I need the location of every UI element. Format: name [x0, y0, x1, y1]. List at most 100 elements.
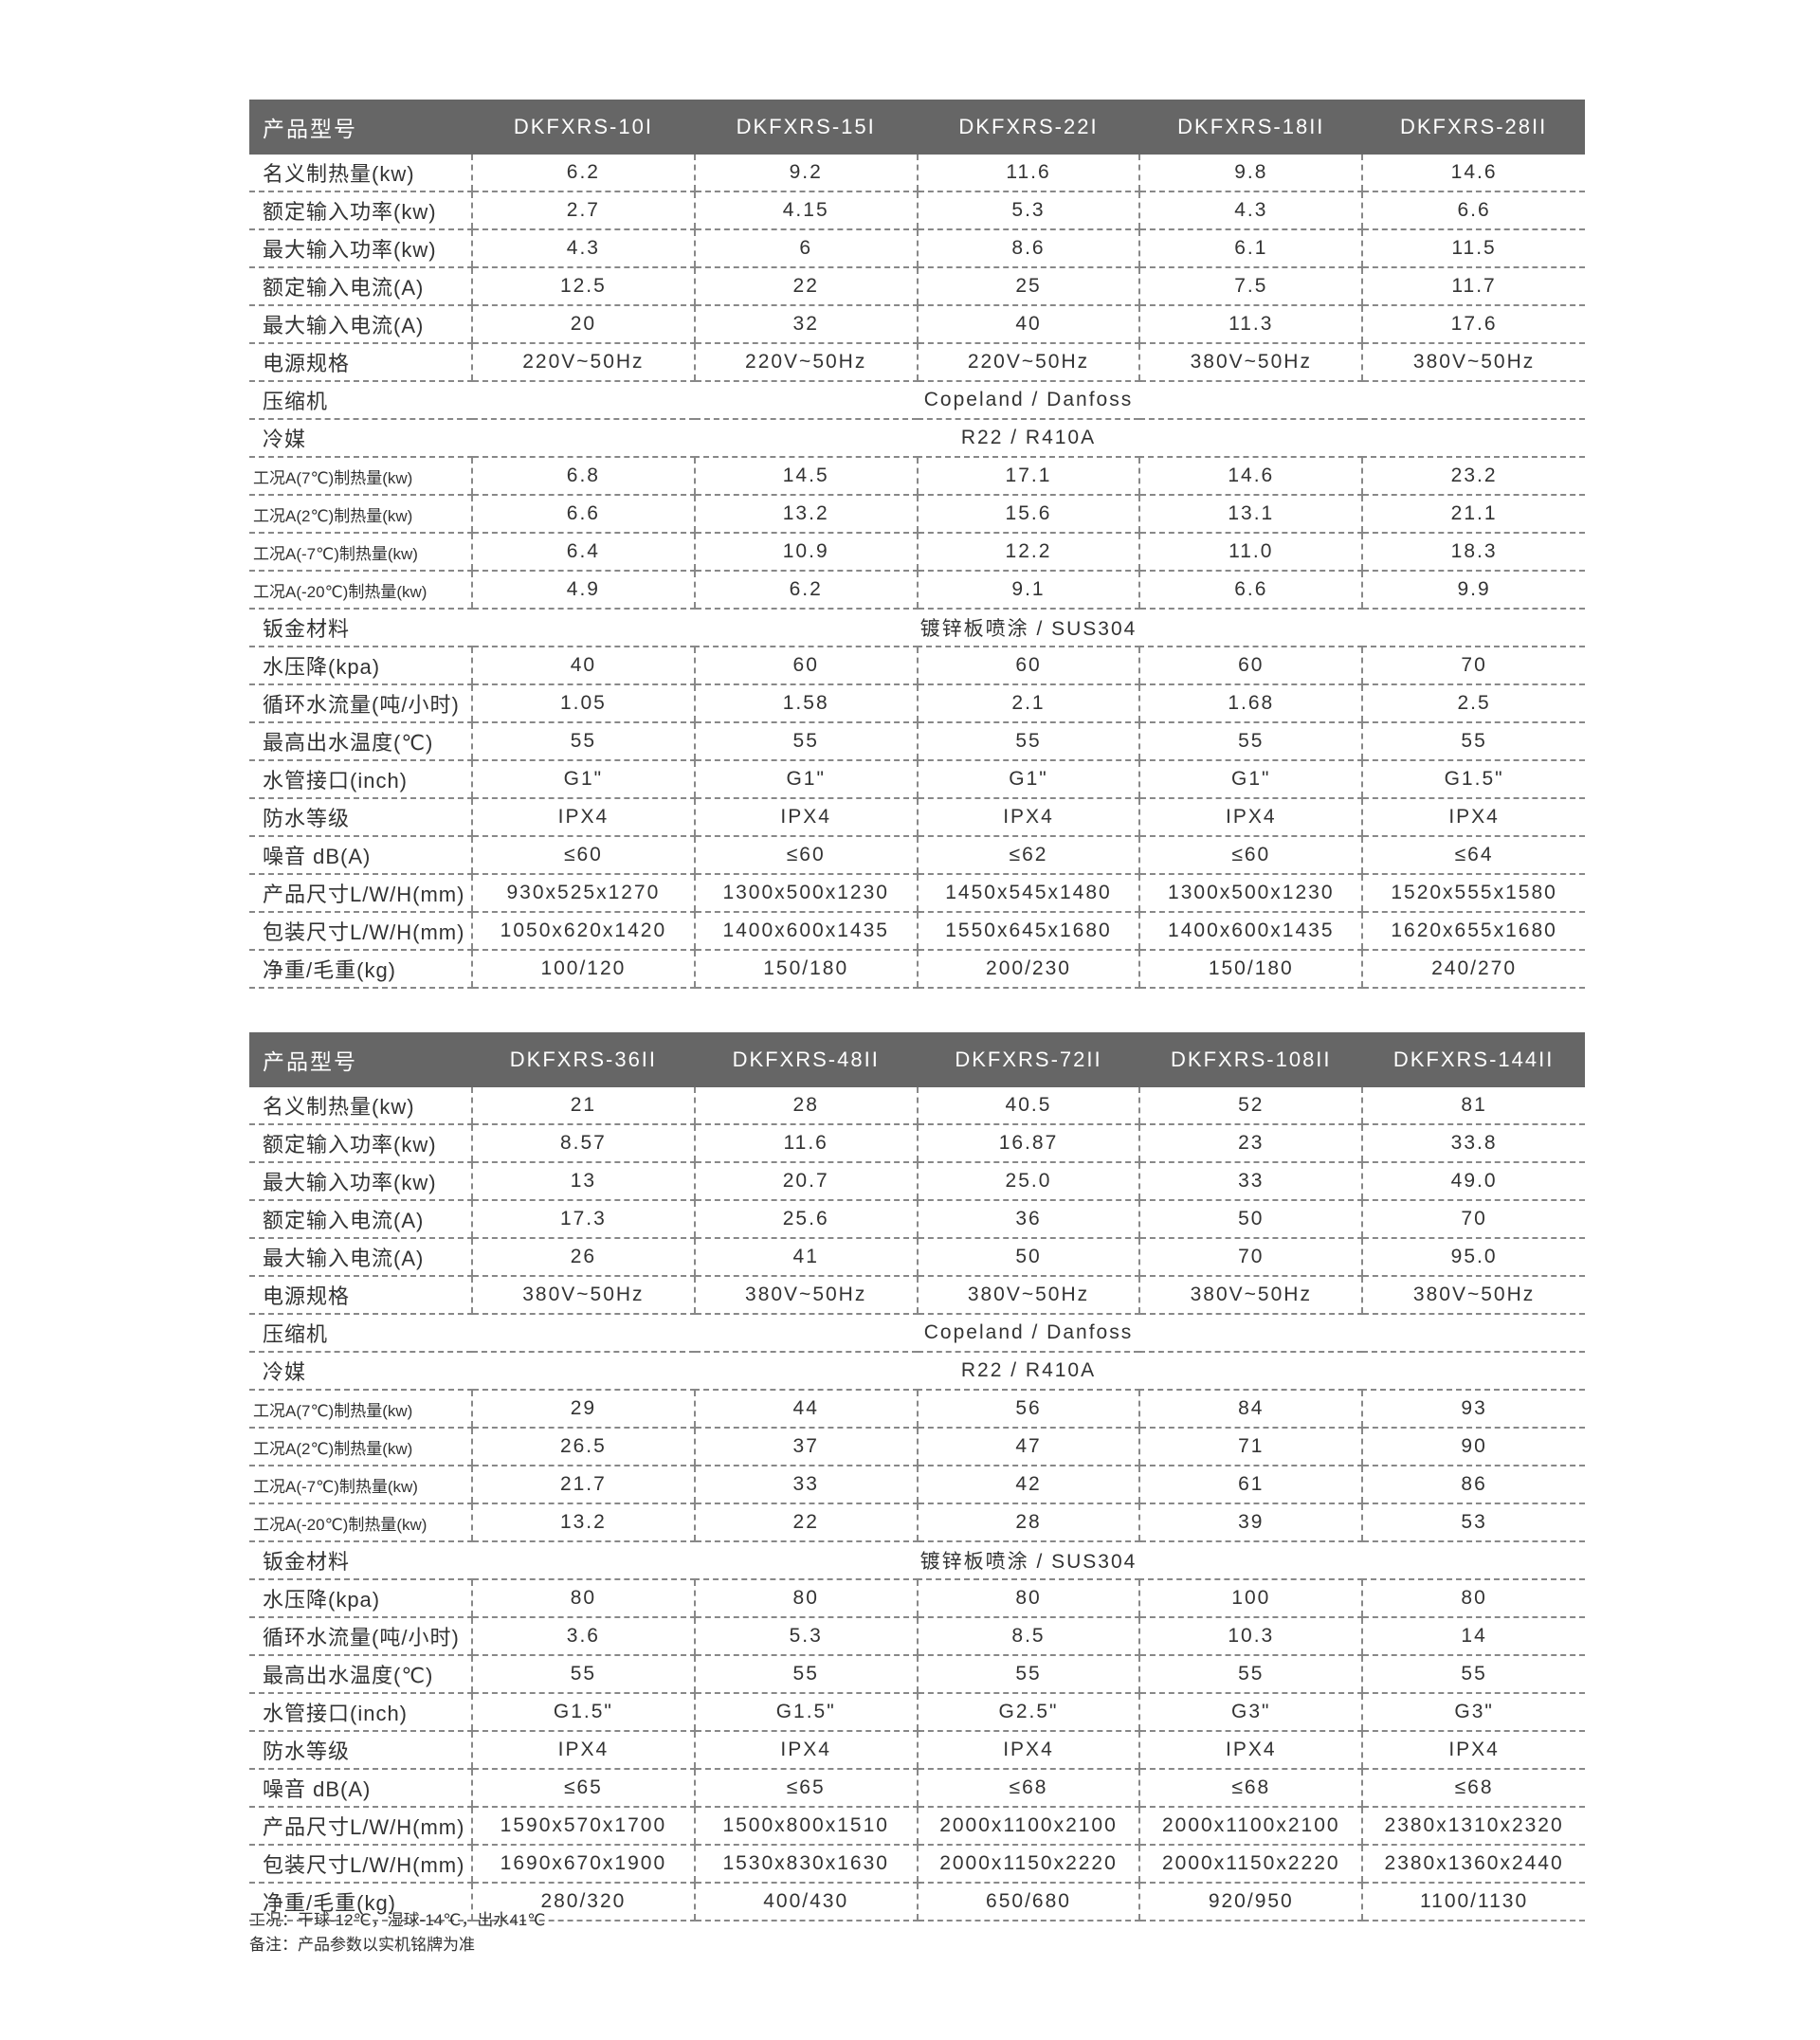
cell-value: 2000x1100x2100	[916, 1807, 1140, 1846]
cell-value: 55	[1138, 1655, 1363, 1694]
cell-value: 380V~50Hz	[1138, 343, 1363, 382]
table-row: 工况A(7℃)制热量(kw) 6.8 14.5 17.1 14.6 23.2	[249, 457, 1585, 496]
cell-value: 40	[916, 305, 1140, 344]
cell-value: 39	[1138, 1503, 1363, 1542]
row-label: 循环水流量(吨/小时)	[249, 684, 472, 723]
cell-value: 60	[1138, 647, 1363, 685]
cell-value: 14	[1361, 1617, 1585, 1656]
cell-value: 49.0	[1361, 1162, 1585, 1201]
cell-value: 4.15	[693, 191, 918, 230]
cell-value: 1300x500x1230	[693, 874, 918, 913]
cell-value: 84	[1138, 1390, 1363, 1429]
table-row: 循环水流量(吨/小时) 1.05 1.58 2.1 1.68 2.5	[249, 684, 1585, 723]
model-header: DKFXRS-28II	[1362, 100, 1585, 155]
cell-value: 22	[693, 267, 918, 306]
header-row: 产品型号 DKFXRS-36II DKFXRS-48II DKFXRS-72II DKF…	[249, 1032, 1585, 1087]
cell-value: 28	[693, 1087, 918, 1125]
cell-value: G3"	[1138, 1693, 1363, 1732]
cell-value: 17.3	[471, 1200, 695, 1239]
row-label: 水压降(kpa)	[249, 1579, 472, 1618]
cell-value: 55	[1138, 722, 1363, 761]
model-header: DKFXRS-72II	[917, 1032, 1140, 1087]
row-label: 额定输入功率(kw)	[249, 1124, 472, 1163]
row-label: 电源规格	[249, 1276, 472, 1315]
table-row: 水管接口(inch) G1" G1" G1" G1" G1.5"	[249, 760, 1585, 799]
cell-value: 6.2	[693, 571, 918, 610]
cell-value: 80	[471, 1579, 695, 1618]
cell-value: 10.3	[1138, 1617, 1363, 1656]
cell-value: 50	[1138, 1200, 1363, 1239]
table-row: 额定输入电流(A) 12.5 22 25 7.5 11.7	[249, 267, 1585, 306]
cell-value: IPX4	[916, 1731, 1140, 1770]
cell-value: 1620x655x1680	[1361, 912, 1585, 951]
row-label: 循环水流量(吨/小时)	[249, 1617, 472, 1656]
row-label: 最大输入功率(kw)	[249, 1162, 472, 1201]
cell-value: 100	[1138, 1579, 1363, 1618]
table-row: 防水等级 IPX4 IPX4 IPX4 IPX4 IPX4	[249, 798, 1585, 837]
cell-value: 220V~50Hz	[916, 343, 1140, 382]
cell-value: 71	[1138, 1428, 1363, 1466]
cell-value: 55	[916, 722, 1140, 761]
cell-value: 33	[1138, 1162, 1363, 1201]
footnotes: 工况：干球-12℃，湿球-14℃，出水41℃ 备注：产品参数以实机铭牌为准	[249, 1908, 545, 1958]
cell-value: 11.3	[1138, 305, 1363, 344]
cell-value: 6.6	[471, 495, 695, 534]
cell-value: 17.1	[916, 457, 1140, 496]
row-label: 压缩机	[249, 1314, 472, 1353]
table-row: 冷媒 R22 / R410A	[249, 419, 1585, 458]
cell-value: G1.5"	[693, 1693, 918, 1732]
table-row: 最高出水温度(℃) 55 55 55 55 55	[249, 722, 1585, 761]
cell-value: 36	[916, 1200, 1140, 1239]
cell-value: 4.3	[1138, 191, 1363, 230]
cell-value: 55	[1361, 722, 1585, 761]
row-label: 净重/毛重(kg)	[249, 950, 472, 989]
table-row: 最大输入电流(A) 26 41 50 70 95.0	[249, 1238, 1585, 1277]
cell-value: 920/950	[1138, 1883, 1363, 1922]
model-header: DKFXRS-10I	[472, 100, 695, 155]
row-label: 防水等级	[249, 798, 472, 837]
cell-value: 86	[1361, 1466, 1585, 1504]
cell-value: 1100/1130	[1361, 1883, 1585, 1922]
cell-value: 55	[471, 1655, 695, 1694]
cell-value: G1"	[916, 760, 1140, 799]
table-row: 冷媒 R22 / R410A	[249, 1352, 1585, 1391]
cell-value: 80	[693, 1579, 918, 1618]
row-label: 压缩机	[249, 381, 472, 420]
table-row: 名义制热量(kw) 6.2 9.2 11.6 9.8 14.6	[249, 155, 1585, 192]
row-label: 工况A(7℃)制热量(kw)	[249, 457, 472, 496]
row-label: 名义制热量(kw)	[249, 155, 472, 192]
cell-value: 14.6	[1361, 155, 1585, 192]
model-header: DKFXRS-22I	[917, 100, 1140, 155]
table-row: 产品尺寸L/W/H(mm) 1590x570x1700 1500x800x1510 2…	[249, 1807, 1585, 1846]
cell-value: 20.7	[693, 1162, 918, 1201]
cell-value: G2.5"	[916, 1693, 1140, 1732]
cell-value: IPX4	[1138, 798, 1363, 837]
cell-value: 2.7	[471, 191, 695, 230]
cell-value: 55	[471, 722, 695, 761]
table-row: 工况A(2℃)制热量(kw) 26.5 37 47 71 90	[249, 1428, 1585, 1466]
row-label: 噪音 dB(A)	[249, 1769, 472, 1808]
cell-value: 6.6	[1138, 571, 1363, 610]
model-header: DKFXRS-18II	[1139, 100, 1363, 155]
table-row: 工况A(2℃)制热量(kw) 6.6 13.2 15.6 13.1 21.1	[249, 495, 1585, 534]
cell-value: 33	[693, 1466, 918, 1504]
cell-value: 1590x570x1700	[471, 1807, 695, 1846]
cell-value: IPX4	[471, 1731, 695, 1770]
table-row: 工况A(-7℃)制热量(kw) 6.4 10.9 12.2 11.0 18.3	[249, 533, 1585, 572]
cell-value: 22	[693, 1503, 918, 1542]
cell-value: 28	[916, 1503, 1140, 1542]
cell-value: 13.1	[1138, 495, 1363, 534]
spanned-value: Copeland / Danfoss	[472, 381, 1585, 420]
cell-value: 240/270	[1361, 950, 1585, 989]
cell-value: 200/230	[916, 950, 1140, 989]
cell-value: 1690x670x1900	[471, 1845, 695, 1884]
cell-value: 56	[916, 1390, 1140, 1429]
row-label: 工况A(-7℃)制热量(kw)	[249, 1466, 472, 1504]
row-label: 额定输入电流(A)	[249, 1200, 472, 1239]
cell-value: 11.7	[1361, 267, 1585, 306]
cell-value: IPX4	[693, 798, 918, 837]
cell-value: ≤60	[693, 836, 918, 875]
table-row: 最高出水温度(℃) 55 55 55 55 55	[249, 1655, 1585, 1694]
cell-value: 52	[1138, 1087, 1363, 1125]
cell-value: 8.5	[916, 1617, 1140, 1656]
